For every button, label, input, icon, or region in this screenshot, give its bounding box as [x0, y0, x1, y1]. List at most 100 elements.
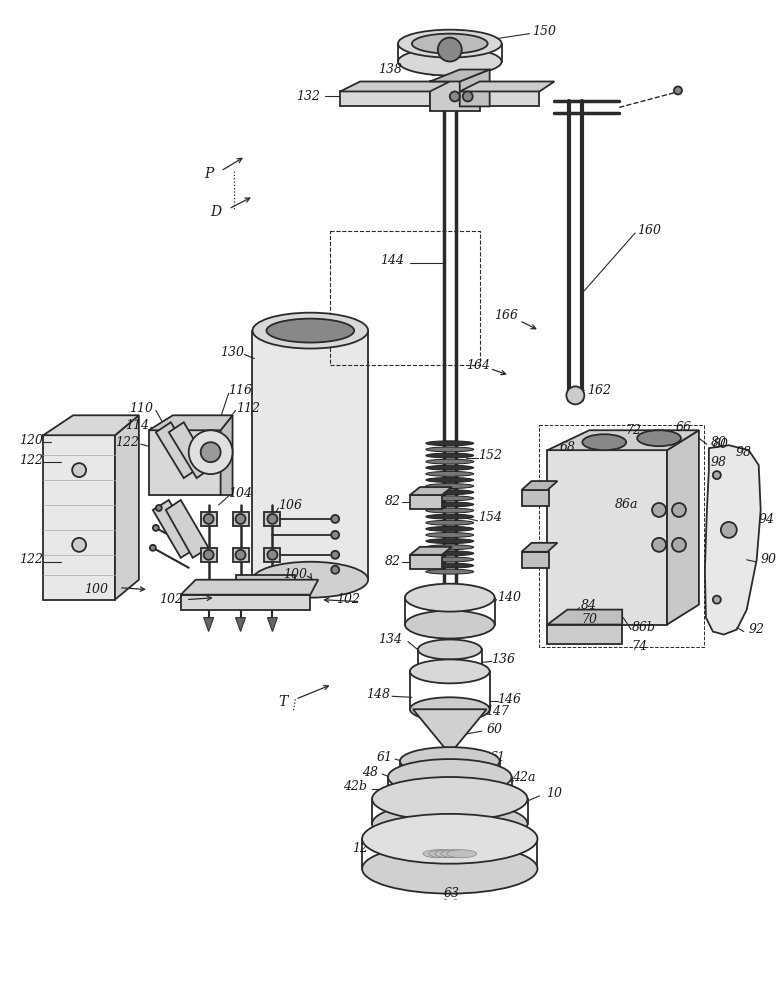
- Text: 102: 102: [336, 593, 361, 606]
- Circle shape: [332, 515, 339, 523]
- Text: 110: 110: [129, 402, 153, 415]
- Text: D: D: [210, 205, 221, 219]
- Text: 114: 114: [125, 419, 149, 432]
- Text: 147: 147: [486, 705, 510, 718]
- Circle shape: [450, 91, 460, 101]
- Text: 66: 66: [676, 421, 692, 434]
- Polygon shape: [181, 580, 318, 595]
- Bar: [149, 430, 221, 495]
- Circle shape: [652, 503, 666, 517]
- Ellipse shape: [398, 30, 501, 58]
- Circle shape: [713, 471, 721, 479]
- Text: 166: 166: [494, 309, 518, 322]
- Circle shape: [152, 525, 159, 531]
- Text: 120: 120: [20, 434, 43, 447]
- Text: 90: 90: [761, 553, 777, 566]
- Text: 94: 94: [759, 513, 775, 526]
- Polygon shape: [221, 415, 232, 495]
- Ellipse shape: [426, 478, 474, 482]
- Text: 10: 10: [547, 787, 562, 800]
- Ellipse shape: [398, 48, 501, 76]
- Ellipse shape: [388, 759, 511, 795]
- Ellipse shape: [405, 584, 495, 612]
- Text: 148: 148: [366, 688, 390, 701]
- Ellipse shape: [426, 447, 474, 452]
- Polygon shape: [115, 415, 139, 600]
- Bar: [547, 625, 622, 644]
- Text: 70: 70: [581, 613, 597, 626]
- Circle shape: [713, 596, 721, 604]
- Text: 82: 82: [385, 495, 401, 508]
- Ellipse shape: [362, 844, 537, 894]
- Ellipse shape: [253, 313, 368, 349]
- Polygon shape: [430, 70, 490, 81]
- Text: 122: 122: [20, 553, 43, 566]
- Text: 106: 106: [278, 499, 303, 512]
- Polygon shape: [547, 430, 699, 450]
- Text: 84: 84: [581, 599, 597, 612]
- Ellipse shape: [426, 471, 474, 476]
- Polygon shape: [413, 709, 486, 754]
- Ellipse shape: [400, 747, 500, 775]
- Text: 136: 136: [492, 653, 515, 666]
- Ellipse shape: [362, 814, 537, 864]
- Ellipse shape: [253, 562, 368, 598]
- Text: 12: 12: [352, 842, 368, 855]
- Polygon shape: [705, 445, 761, 635]
- Ellipse shape: [426, 484, 474, 489]
- Ellipse shape: [372, 777, 528, 821]
- Text: 152: 152: [478, 449, 501, 462]
- Polygon shape: [267, 618, 278, 632]
- Circle shape: [188, 430, 232, 474]
- Polygon shape: [156, 422, 199, 478]
- Text: 164: 164: [466, 359, 490, 372]
- Bar: [201, 512, 217, 526]
- Text: 98: 98: [711, 456, 726, 469]
- Ellipse shape: [426, 465, 474, 470]
- Circle shape: [672, 538, 686, 552]
- Ellipse shape: [426, 514, 474, 519]
- Ellipse shape: [637, 430, 681, 446]
- Text: 144: 144: [380, 254, 404, 267]
- Text: 100: 100: [84, 583, 108, 596]
- Ellipse shape: [441, 850, 471, 858]
- Bar: [264, 548, 281, 562]
- Ellipse shape: [267, 319, 354, 343]
- Text: 80: 80: [711, 436, 726, 449]
- Circle shape: [203, 514, 213, 524]
- Polygon shape: [460, 81, 554, 91]
- Text: 42a: 42a: [511, 771, 535, 784]
- Ellipse shape: [418, 661, 482, 681]
- Circle shape: [267, 514, 278, 524]
- Ellipse shape: [426, 563, 474, 568]
- Text: 98: 98: [736, 446, 752, 459]
- Text: 92: 92: [748, 623, 765, 636]
- Text: 80: 80: [713, 438, 729, 451]
- Polygon shape: [149, 415, 232, 430]
- Ellipse shape: [410, 659, 490, 683]
- Bar: [43, 435, 115, 600]
- Text: 102: 102: [159, 593, 183, 606]
- Text: 74: 74: [631, 640, 647, 653]
- Ellipse shape: [426, 502, 474, 507]
- Circle shape: [332, 531, 339, 539]
- Ellipse shape: [426, 551, 474, 556]
- Ellipse shape: [426, 459, 474, 464]
- Text: 61: 61: [490, 751, 506, 764]
- Bar: [410, 495, 442, 509]
- Ellipse shape: [426, 508, 474, 513]
- Text: 61: 61: [377, 751, 393, 764]
- Text: 134: 134: [378, 633, 402, 646]
- Text: 63: 63: [443, 887, 460, 900]
- Bar: [522, 552, 550, 568]
- Ellipse shape: [426, 490, 474, 495]
- Circle shape: [332, 551, 339, 559]
- Polygon shape: [166, 500, 209, 558]
- Ellipse shape: [426, 557, 474, 562]
- Text: 160: 160: [637, 224, 661, 237]
- Ellipse shape: [372, 802, 528, 846]
- Text: 132: 132: [296, 90, 321, 103]
- Bar: [410, 555, 442, 569]
- Text: 68: 68: [559, 441, 576, 454]
- Circle shape: [267, 550, 278, 560]
